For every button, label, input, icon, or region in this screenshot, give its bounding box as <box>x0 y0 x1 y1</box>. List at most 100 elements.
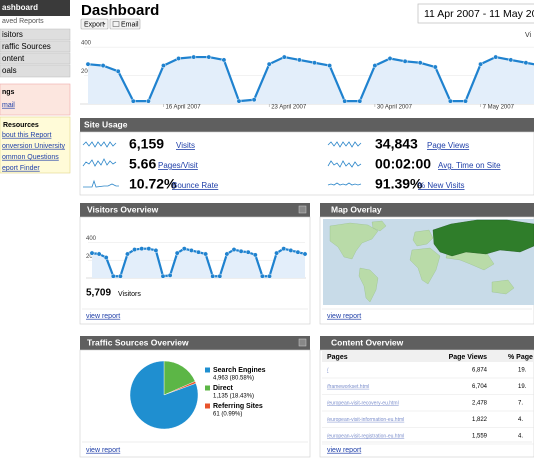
point[interactable] <box>196 249 201 255</box>
nav-bg[interactable] <box>0 64 71 78</box>
point[interactable] <box>523 60 529 66</box>
point[interactable] <box>217 273 223 279</box>
date-range[interactable]: 11 Apr 2007 - 11 May 200 <box>424 8 534 20</box>
point[interactable] <box>100 63 106 69</box>
point[interactable] <box>295 249 301 255</box>
point[interactable] <box>203 251 209 257</box>
point[interactable] <box>236 98 242 104</box>
point[interactable] <box>296 57 302 63</box>
nav-bg[interactable] <box>0 52 71 65</box>
page-link[interactable]: /frameworkset.html <box>327 384 369 390</box>
point[interactable] <box>221 57 227 63</box>
page-link[interactable]: / <box>327 367 329 373</box>
close-button[interactable] <box>298 205 307 214</box>
settings-link[interactable]: mail <box>2 102 15 109</box>
nav-bg[interactable] <box>0 40 71 53</box>
point[interactable] <box>191 54 197 60</box>
page-link[interactable]: /european-visit-recovery-eu.html <box>327 400 399 406</box>
point[interactable] <box>327 63 333 69</box>
export-label[interactable]: Export <box>84 21 104 28</box>
point[interactable] <box>238 248 244 254</box>
point[interactable] <box>281 54 287 60</box>
resource-link[interactable]: eport Finder <box>2 165 40 172</box>
point[interactable] <box>402 58 408 64</box>
nav-active[interactable] <box>0 0 70 16</box>
point[interactable] <box>463 98 468 104</box>
point[interactable] <box>110 273 116 279</box>
point[interactable] <box>125 251 130 257</box>
metric-label[interactable]: Avg. Time on Site <box>438 161 501 170</box>
point[interactable] <box>174 250 180 256</box>
point[interactable] <box>302 251 308 257</box>
point[interactable] <box>274 250 280 256</box>
page-link[interactable]: /european-visit-registration-eu.html <box>327 433 404 439</box>
metric-value: 10.72% <box>129 176 177 192</box>
point[interactable] <box>153 247 159 253</box>
metric-label[interactable]: % New Visits <box>418 181 465 190</box>
point[interactable] <box>251 97 257 103</box>
point[interactable] <box>508 57 514 63</box>
point[interactable] <box>103 255 109 261</box>
point[interactable] <box>139 246 145 252</box>
point[interactable] <box>96 251 102 257</box>
point[interactable] <box>117 273 123 279</box>
nav-item[interactable]: aved Reports <box>2 18 44 25</box>
view-report[interactable]: view report <box>86 447 120 454</box>
resource-link[interactable]: bout this Report <box>2 132 51 139</box>
nav-item[interactable]: oals <box>2 66 17 75</box>
point[interactable] <box>206 54 212 60</box>
close-button[interactable] <box>298 338 307 347</box>
metric-label[interactable]: Bounce Rate <box>172 181 219 190</box>
metric-label[interactable]: Page Views <box>427 141 469 150</box>
point[interactable] <box>312 60 317 66</box>
point[interactable] <box>132 247 138 253</box>
date-picker[interactable] <box>417 3 534 24</box>
page-link[interactable]: /european-visit-information-eu.html <box>327 417 404 423</box>
point[interactable] <box>160 273 166 279</box>
nav-item[interactable]: ontent <box>2 54 25 63</box>
view-report[interactable]: view report <box>327 313 361 320</box>
point[interactable] <box>387 56 393 61</box>
point[interactable] <box>493 54 499 60</box>
point[interactable] <box>478 61 484 67</box>
point[interactable] <box>188 247 194 253</box>
point[interactable] <box>266 61 272 67</box>
point[interactable] <box>357 98 363 104</box>
point[interactable] <box>89 250 95 256</box>
point[interactable] <box>432 64 438 70</box>
point[interactable] <box>85 61 91 67</box>
point[interactable] <box>130 98 136 104</box>
point[interactable] <box>417 60 423 66</box>
export-button[interactable] <box>80 18 109 30</box>
view-report[interactable]: view report <box>86 313 120 320</box>
point[interactable] <box>181 246 187 252</box>
point[interactable] <box>259 273 265 279</box>
point[interactable] <box>288 247 294 253</box>
point[interactable] <box>267 273 272 279</box>
email-label[interactable]: Email <box>121 21 139 28</box>
nav-item[interactable]: ashboard <box>2 3 38 12</box>
point[interactable] <box>231 247 237 253</box>
nav-item[interactable]: isitors <box>2 30 23 39</box>
point[interactable] <box>115 68 121 74</box>
point[interactable] <box>342 98 348 104</box>
point[interactable] <box>245 249 251 255</box>
nav-item[interactable]: raffic Sources <box>2 42 51 51</box>
point[interactable] <box>176 56 182 61</box>
view-report[interactable]: view report <box>327 447 361 454</box>
nav-bg[interactable] <box>0 28 71 41</box>
metric-label[interactable]: Visits <box>176 141 195 150</box>
point[interactable] <box>146 246 152 252</box>
point[interactable] <box>210 273 216 279</box>
point[interactable] <box>252 252 258 258</box>
metric-label[interactable]: Pages/Visit <box>158 161 199 170</box>
point[interactable] <box>447 98 453 104</box>
point[interactable] <box>224 251 230 257</box>
point[interactable] <box>281 246 287 252</box>
point[interactable] <box>167 272 173 278</box>
point[interactable] <box>372 63 378 69</box>
point[interactable] <box>161 63 166 69</box>
resource-link[interactable]: ommon Questions <box>2 154 59 161</box>
point[interactable] <box>145 98 151 104</box>
resource-link[interactable]: onversion University <box>2 143 66 150</box>
